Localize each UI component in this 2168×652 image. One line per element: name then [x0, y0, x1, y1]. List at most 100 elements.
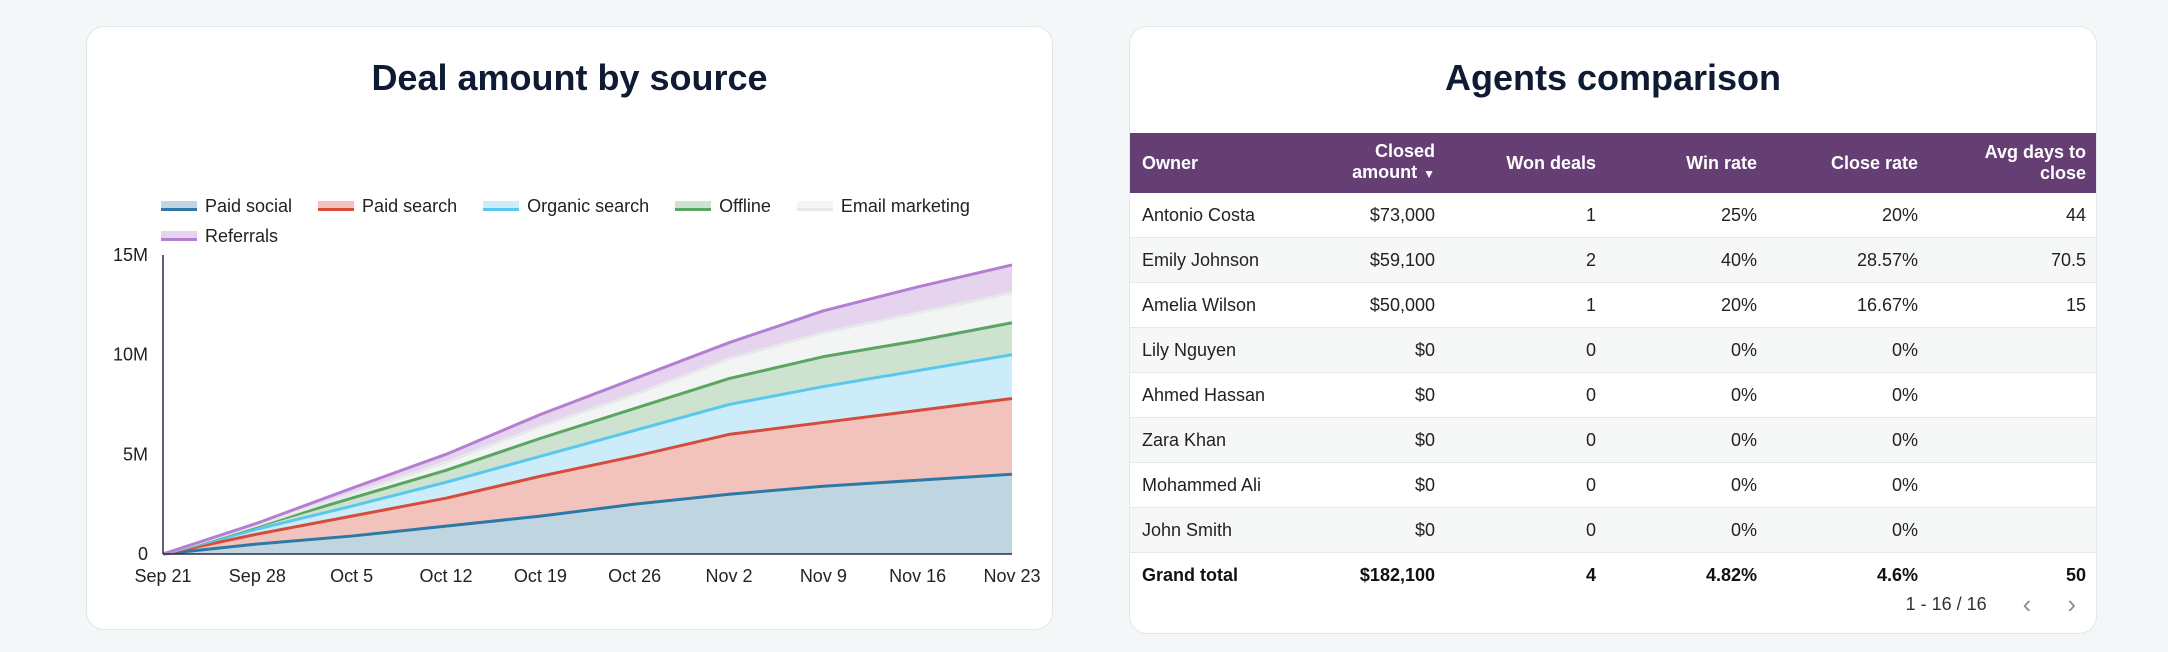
table-title: Agents comparison [1444, 57, 1782, 98]
cell-close-rate: 28.57% [1767, 237, 1928, 283]
cell-owner: Lily Nguyen [1130, 327, 1300, 373]
legend-item-paid-search[interactable]: Paid search [318, 195, 457, 217]
cell-win-rate: 0% [1606, 417, 1767, 463]
cell-owner: Amelia Wilson [1130, 282, 1300, 328]
cell-closed-amount: $0 [1300, 327, 1445, 373]
chart-card: Deal amount by source Paid social Paid s… [86, 26, 1053, 630]
cell-won-deals: 0 [1445, 372, 1606, 418]
cell-won-deals: 0 [1445, 417, 1606, 463]
cell-won-deals: 1 [1445, 282, 1606, 328]
chevron-left-icon[interactable]: ‹ [2022, 589, 2032, 619]
legend-swatch [161, 201, 197, 211]
column-header-label: Won deals [1506, 152, 1596, 173]
cell-closed-amount: $0 [1300, 372, 1445, 418]
table-row: Antonio Costa $73,000 1 25% 20% 44 [1130, 193, 2096, 238]
cell-closed-amount: $59,100 [1300, 237, 1445, 283]
legend-item-email-marketing[interactable]: Email marketing [796, 195, 970, 217]
legend-item-paid-social[interactable]: Paid social [161, 195, 292, 217]
area-chart: 0 5M 10M 15M Sep 21 Sep 28 Oct 5 Oct 12 Oct 19 Oc… [113, 245, 1041, 586]
chart-legend: Paid social Paid search Organic search O… [161, 195, 1021, 247]
column-header-closed-amount[interactable]: Closed amount ▼ [1300, 133, 1445, 193]
legend-label: Offline [719, 195, 771, 216]
total-win-rate: 4.82% [1705, 564, 1757, 585]
cell-closed-amount: $0 [1300, 462, 1445, 508]
line-paid-search [162, 397, 1013, 556]
x-tick-label: Oct 26 [608, 566, 661, 586]
x-tick-label: Nov 2 [705, 566, 752, 586]
cell-close-rate: 0% [1767, 417, 1928, 463]
table-row: John Smith $0 0 0% 0% [1130, 507, 2096, 553]
legend-swatch [161, 231, 197, 241]
cell-close-rate: 20% [1767, 193, 1928, 238]
column-header-label: Closed amount [1352, 141, 1435, 182]
legend-label: Email marketing [840, 195, 970, 216]
legend-swatch [483, 201, 520, 211]
cell-close-rate: 0% [1767, 462, 1928, 508]
grand-total-row: Grand total $182,100 4 4.82% 4.6% 50 [1130, 553, 2096, 598]
column-header-label: Avg days to close [1984, 142, 2086, 183]
line-referrals [162, 263, 1013, 556]
table-row: Lily Nguyen $0 0 0% 0% [1130, 327, 2096, 373]
chevron-right-icon[interactable]: › [2067, 589, 2076, 619]
chart-title: Deal amount by source [371, 57, 768, 98]
cell-avg-days [1928, 417, 2096, 463]
cell-avg-days [1928, 507, 2096, 553]
y-tick-label: 10M [113, 345, 148, 365]
column-header-label: Owner [1142, 152, 1199, 173]
cell-won-deals: 0 [1445, 462, 1606, 508]
line-organic-search [162, 353, 1013, 556]
x-tick-label: Oct 5 [330, 566, 373, 586]
cell-won-deals: 0 [1445, 327, 1606, 373]
x-tick-label: Oct 12 [419, 566, 472, 586]
cell-avg-days: 70.5 [1928, 237, 2096, 283]
column-header-avg-days[interactable]: Avg days to close [1928, 133, 2096, 193]
legend-item-offline[interactable]: Offline [675, 195, 771, 217]
cell-closed-amount: $0 [1300, 417, 1445, 463]
cell-owner: Zara Khan [1130, 417, 1300, 463]
cell-win-rate: 0% [1606, 372, 1767, 418]
cell-closed-amount: $0 [1300, 507, 1445, 553]
cell-win-rate: 0% [1606, 327, 1767, 373]
line-paid-social [162, 472, 1013, 556]
legend-item-referrals[interactable]: Referrals [161, 225, 278, 247]
x-tick-label: Nov 23 [983, 566, 1040, 586]
table-row: Emily Johnson $59,100 2 40% 28.57% 70.5 [1130, 237, 2096, 283]
cell-win-rate: 40% [1606, 237, 1767, 283]
legend-item-organic-search[interactable]: Organic search [483, 195, 649, 217]
column-header-label: Win rate [1686, 152, 1757, 173]
cell-win-rate: 25% [1606, 193, 1767, 238]
cell-avg-days: 15 [1928, 282, 2096, 328]
table-header-row: Owner Closed amount ▼ Won deals Win rate … [1130, 133, 2096, 193]
area-organic-search [163, 354, 1012, 554]
total-close-rate: 4.6% [1876, 564, 1918, 585]
cell-win-rate: 0% [1606, 462, 1767, 508]
y-tick-label: 0 [138, 544, 148, 564]
column-header-close-rate[interactable]: Close rate [1767, 133, 1928, 193]
cell-closed-amount: $50,000 [1300, 282, 1445, 328]
area-offline [163, 322, 1012, 554]
y-tick-label: 5M [123, 444, 148, 464]
column-header-win-rate[interactable]: Win rate [1606, 133, 1767, 193]
cell-won-deals: 0 [1445, 507, 1606, 553]
line-email-marketing [162, 291, 1013, 556]
legend-label: Organic search [527, 195, 650, 216]
x-tick-label: Nov 16 [889, 566, 946, 586]
total-avg-days: 50 [2065, 564, 2086, 585]
sort-desc-icon: ▼ [1423, 167, 1435, 181]
cell-win-rate: 0% [1606, 507, 1767, 553]
table-card: Agents comparison Owner Closed amount ▼ W… [1129, 26, 2097, 634]
cell-close-rate: 0% [1767, 507, 1928, 553]
area-paid-search [163, 398, 1012, 554]
cell-owner: John Smith [1130, 507, 1300, 553]
cell-close-rate: 16.67% [1767, 282, 1928, 328]
table-row: Amelia Wilson $50,000 1 20% 16.67% 15 [1130, 282, 2096, 328]
cell-owner: Emily Johnson [1130, 237, 1300, 283]
pagination-label: 1 - 16 / 16 [1905, 593, 1987, 614]
x-tick-label: Nov 9 [800, 566, 847, 586]
cell-owner: Antonio Costa [1130, 193, 1300, 238]
cell-won-deals: 2 [1445, 237, 1606, 283]
cell-avg-days [1928, 462, 2096, 508]
cell-win-rate: 20% [1606, 282, 1767, 328]
column-header-won-deals[interactable]: Won deals [1445, 133, 1606, 193]
column-header-owner[interactable]: Owner [1130, 133, 1300, 193]
